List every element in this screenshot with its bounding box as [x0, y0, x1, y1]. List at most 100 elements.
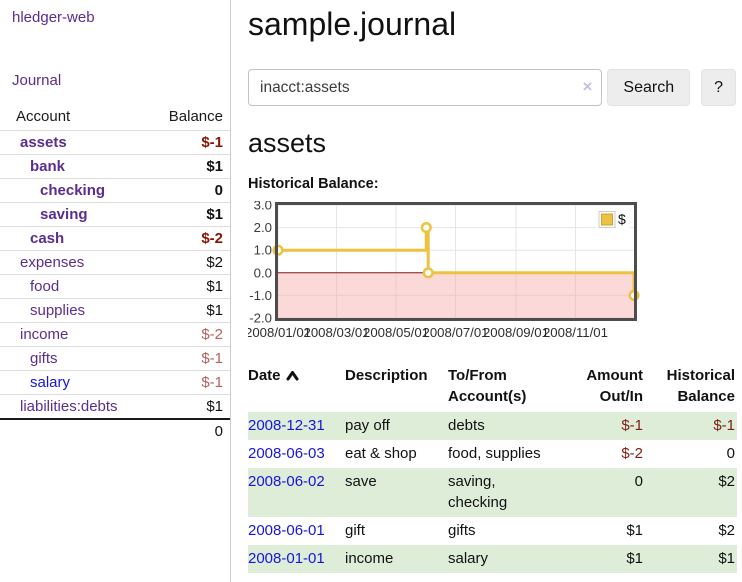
- account-row: checking 0: [0, 178, 230, 203]
- account-row: food $1: [0, 274, 230, 299]
- transaction-date-link[interactable]: 2008-06-02: [248, 473, 325, 490]
- transaction-amount: $1: [626, 522, 643, 539]
- account-balance: $-1: [151, 370, 230, 395]
- account-link[interactable]: supplies: [30, 302, 86, 319]
- accounts-header-balance: Balance: [168, 108, 223, 125]
- transaction-amount: $1: [567, 545, 645, 573]
- account-heading: assets: [248, 128, 327, 158]
- account-row: expenses $2: [0, 250, 230, 275]
- account-balance: $1: [151, 394, 230, 419]
- help-button[interactable]: ?: [701, 69, 736, 106]
- svg-text:3.0: 3.0: [254, 201, 272, 213]
- register-table: Date Description To/From Account(s) Amou…: [248, 361, 737, 573]
- svg-text:1.0: 1.0: [254, 243, 272, 258]
- account-balance: $-1: [151, 130, 230, 155]
- account-row: supplies $1: [0, 298, 230, 323]
- accounts-header-account: Account: [16, 108, 71, 125]
- transaction-row: 2008-06-03 eat & shop food, supplies $-2 0: [248, 440, 737, 468]
- search-bar: × Search ?: [248, 69, 736, 106]
- transaction-row: 2008-01-01 income salary $1 $1: [248, 545, 737, 573]
- historical-balance-chart[interactable]: $3.0 2.0 1.0 0.0 -1.0 -2.0 2008/01/01 2008/03/0…: [245, 198, 660, 351]
- svg-text:2008/07/01: 2008/07/01: [423, 325, 489, 340]
- account-link[interactable]: cash: [30, 230, 65, 247]
- account-balance: 0: [151, 178, 230, 203]
- account-row: saving $1: [0, 202, 230, 227]
- account-link[interactable]: assets: [20, 134, 67, 151]
- svg-text:0.0: 0.0: [254, 265, 272, 280]
- account-balance: $-2: [151, 226, 230, 251]
- transaction-row: 2008-06-02 save saving, checking 0 $2: [248, 468, 737, 517]
- sidebar-item-journal[interactable]: Journal: [12, 72, 62, 89]
- transaction-row: 2008-12-31 pay off debts $-1 $-1: [248, 412, 737, 440]
- account-row: assets $-1: [0, 130, 230, 155]
- svg-text:2.0: 2.0: [254, 220, 272, 235]
- transaction-description: income: [345, 545, 448, 573]
- account-link[interactable]: food: [30, 278, 60, 295]
- accounts-table: Account Balance assets $-1 bank $1 checking 0…: [0, 105, 230, 443]
- transaction-date-link[interactable]: 2008-06-03: [248, 445, 325, 462]
- search-button[interactable]: Search: [607, 69, 691, 106]
- svg-text:-2.0: -2.0: [249, 311, 272, 326]
- account-link[interactable]: checking: [40, 182, 106, 199]
- account-row: income $-2: [0, 322, 230, 347]
- transaction-amount: $-2: [621, 445, 643, 462]
- svg-text:$: $: [618, 211, 626, 227]
- account-balance: $1: [151, 298, 230, 323]
- account-link[interactable]: liabilities:debts: [20, 398, 118, 415]
- chart-heading: Historical Balance:: [248, 176, 379, 192]
- transaction-row: 2008-06-01 gift gifts $1 $2: [248, 517, 737, 545]
- svg-text:2008/05/01: 2008/05/01: [363, 325, 429, 340]
- transaction-description: save: [345, 468, 448, 517]
- transaction-accounts: saving, checking: [448, 468, 567, 517]
- transaction-accounts: gifts: [448, 522, 476, 539]
- account-balance: $-2: [151, 322, 230, 347]
- main-panel: sample.journal × Search ? assets Histori…: [231, 0, 742, 573]
- svg-text:2008/09/01: 2008/09/01: [483, 325, 549, 340]
- transaction-date-link[interactable]: 2008-01-01: [248, 550, 325, 567]
- transaction-date-link[interactable]: 2008-12-31: [248, 417, 325, 434]
- sort-ascending-icon: [286, 371, 299, 381]
- transaction-balance: $2: [718, 522, 735, 539]
- transaction-description: pay off: [345, 412, 448, 440]
- account-link[interactable]: bank: [30, 158, 66, 175]
- account-balance: $1: [151, 202, 230, 227]
- transaction-balance: $-1: [645, 412, 737, 440]
- svg-text:-1.0: -1.0: [249, 288, 272, 303]
- clear-search-icon[interactable]: ×: [582, 77, 593, 96]
- register-header-description: Description: [345, 367, 428, 384]
- transaction-balance: 0: [726, 445, 735, 462]
- account-link[interactable]: gifts: [30, 350, 58, 367]
- transaction-accounts: debts: [448, 412, 567, 440]
- account-row: cash $-2: [0, 226, 230, 251]
- register-header-date[interactable]: Date: [248, 361, 345, 412]
- transaction-balance: $1: [645, 545, 737, 573]
- transaction-date-link[interactable]: 2008-06-01: [248, 522, 325, 539]
- transaction-balance: $2: [645, 468, 737, 517]
- account-row: bank $1: [0, 154, 230, 179]
- svg-text:2008/01/01: 2008/01/01: [248, 325, 311, 340]
- svg-text:2008/11/01: 2008/11/01: [543, 325, 608, 340]
- register-header-balance: Historical Balance: [666, 367, 735, 405]
- page-title: sample.journal: [248, 6, 457, 42]
- app-title-link[interactable]: hledger-web: [12, 9, 95, 26]
- account-row: liabilities:debts $1: [0, 394, 230, 419]
- account-balance: $-1: [151, 346, 230, 371]
- account-row: gifts $-1: [0, 346, 230, 371]
- accounts-total-balance: 0: [151, 418, 230, 443]
- account-balance: $1: [151, 154, 230, 179]
- register-header-amount: Amount Out/In: [586, 367, 643, 405]
- svg-text:2008/03/01: 2008/03/01: [304, 325, 370, 340]
- transaction-description: eat & shop: [345, 445, 417, 462]
- account-link[interactable]: saving: [40, 206, 88, 223]
- account-balance: $2: [151, 250, 230, 275]
- account-balance: $1: [151, 274, 230, 299]
- search-input[interactable]: [248, 69, 603, 106]
- account-link[interactable]: expenses: [20, 254, 85, 271]
- account-link[interactable]: salary: [30, 374, 71, 391]
- register-header-accounts: To/From Account(s): [448, 367, 527, 405]
- transaction-accounts: salary: [448, 545, 567, 573]
- transaction-amount: 0: [567, 468, 645, 517]
- account-link[interactable]: income: [20, 326, 69, 343]
- transaction-description: gift: [345, 522, 366, 539]
- account-row: salary $-1: [0, 370, 230, 395]
